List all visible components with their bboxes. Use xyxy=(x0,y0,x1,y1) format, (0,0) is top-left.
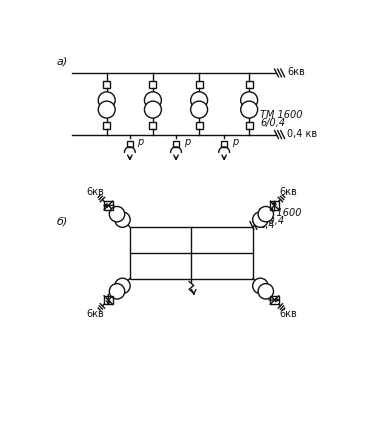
Circle shape xyxy=(109,206,125,222)
Bar xyxy=(130,227,253,279)
Bar xyxy=(149,81,156,88)
Text: 0,4: 0,4 xyxy=(259,220,275,230)
Circle shape xyxy=(253,212,268,227)
Text: р: р xyxy=(137,137,144,147)
Circle shape xyxy=(98,92,115,109)
Bar xyxy=(195,81,203,88)
Circle shape xyxy=(144,92,161,109)
Bar xyxy=(246,81,253,88)
Bar xyxy=(103,81,110,88)
Text: 6кв: 6кв xyxy=(287,67,305,77)
Circle shape xyxy=(144,101,161,118)
Bar xyxy=(127,141,133,147)
Circle shape xyxy=(190,92,208,109)
Text: a): a) xyxy=(57,57,68,67)
Bar xyxy=(173,141,179,147)
Circle shape xyxy=(241,101,258,118)
Text: р: р xyxy=(184,137,190,147)
Circle shape xyxy=(115,278,130,294)
Text: 6/0,4: 6/0,4 xyxy=(259,216,284,226)
Circle shape xyxy=(190,101,208,118)
Bar xyxy=(195,122,203,129)
Text: б): б) xyxy=(57,217,68,227)
Circle shape xyxy=(241,92,258,109)
Text: TM 1600: TM 1600 xyxy=(260,110,303,120)
Bar xyxy=(246,122,253,129)
Circle shape xyxy=(253,278,268,294)
Text: 0,4 кв: 0,4 кв xyxy=(287,129,317,139)
Text: TM 1600: TM 1600 xyxy=(259,208,302,218)
Bar xyxy=(149,122,156,129)
Text: 6/0,4: 6/0,4 xyxy=(260,118,285,128)
Text: 6кв: 6кв xyxy=(86,309,104,318)
Text: 6кв: 6кв xyxy=(279,187,297,197)
Bar xyxy=(103,122,110,129)
Text: 6кв: 6кв xyxy=(86,187,104,197)
Circle shape xyxy=(109,284,125,299)
Text: р: р xyxy=(232,137,238,147)
Circle shape xyxy=(258,284,273,299)
Circle shape xyxy=(115,212,130,227)
Circle shape xyxy=(98,101,115,118)
Circle shape xyxy=(258,206,273,222)
Bar xyxy=(221,141,227,147)
Text: 6кв: 6кв xyxy=(279,309,297,318)
